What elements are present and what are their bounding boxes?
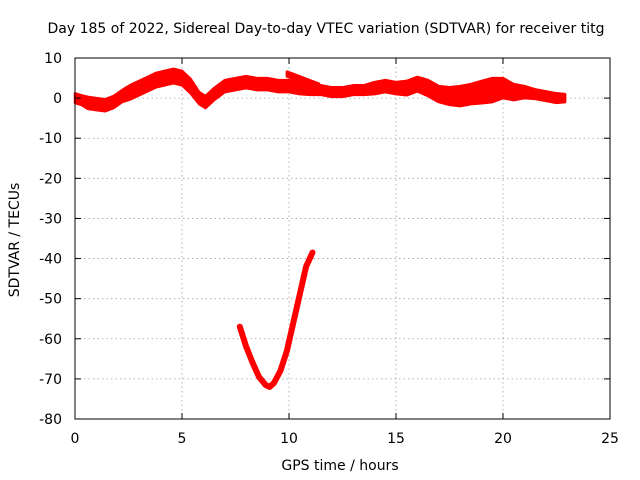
- y-tick-label: 10: [44, 51, 62, 67]
- series-texture-stroke: [222, 81, 226, 94]
- y-axis-label: SDTVAR / TECUs: [7, 183, 23, 298]
- x-tick-label: 10: [280, 431, 298, 447]
- series-texture-main-band: [74, 68, 567, 112]
- series-texture-stroke: [300, 76, 304, 82]
- series-texture-stroke: [303, 78, 308, 84]
- tick-label-layer: 0 5 10 15 20 25 10 0 -10 -20 -30 -40 -50 -60 -70 -80: [39, 51, 619, 447]
- series-texture-stroke: [316, 82, 320, 89]
- series-layer: [73, 67, 567, 390]
- y-tick-label: 0: [53, 91, 62, 107]
- series-line-dip-curve: [236, 249, 316, 390]
- series-texture-stroke: [434, 83, 438, 100]
- series-texture-stroke: [562, 94, 567, 103]
- series-texture-stroke: [416, 76, 420, 91]
- chart-title: Day 185 of 2022, Sidereal Day-to-day VTE…: [48, 21, 605, 37]
- series-texture-stroke: [407, 80, 411, 95]
- series-texture-stroke: [411, 79, 415, 94]
- x-tick-label: 5: [178, 431, 187, 447]
- grid-layer: [75, 58, 610, 419]
- x-tick-label: 20: [494, 431, 512, 447]
- y-tick-label: -30: [39, 211, 62, 227]
- series-texture-stroke: [420, 77, 424, 93]
- x-axis-label: GPS time / hours: [281, 458, 398, 474]
- y-tick-label: -70: [39, 372, 62, 388]
- series-texture-stroke: [414, 78, 419, 93]
- y-tick-label: -50: [39, 292, 62, 308]
- y-tick-label: -60: [39, 332, 62, 348]
- y-tick-label: -10: [39, 131, 62, 147]
- y-tick-label: -20: [39, 171, 62, 187]
- y-tick-label: -80: [39, 412, 62, 428]
- series-texture-upper-offshoot: [286, 71, 320, 89]
- series-texture-stroke: [423, 78, 428, 94]
- series-texture-stroke: [430, 81, 435, 98]
- series-texture-stroke: [293, 74, 297, 80]
- x-tick-label: 25: [601, 431, 619, 447]
- x-tick-label: 0: [71, 431, 80, 447]
- plot-frame: [74, 57, 611, 420]
- series-texture-stroke: [289, 72, 293, 78]
- series-texture-stroke: [215, 87, 219, 99]
- series-texture-stroke: [427, 79, 431, 96]
- series-texture-stroke: [311, 80, 315, 86]
- y-tick-label: -40: [39, 252, 62, 268]
- series-texture-stroke: [296, 75, 301, 81]
- tick-layer: [74, 57, 611, 420]
- series-texture-stroke: [314, 82, 318, 88]
- series-texture-stroke: [307, 79, 311, 85]
- series-texture-stroke: [218, 84, 222, 97]
- x-tick-label: 15: [387, 431, 405, 447]
- series-texture-stroke: [286, 71, 290, 77]
